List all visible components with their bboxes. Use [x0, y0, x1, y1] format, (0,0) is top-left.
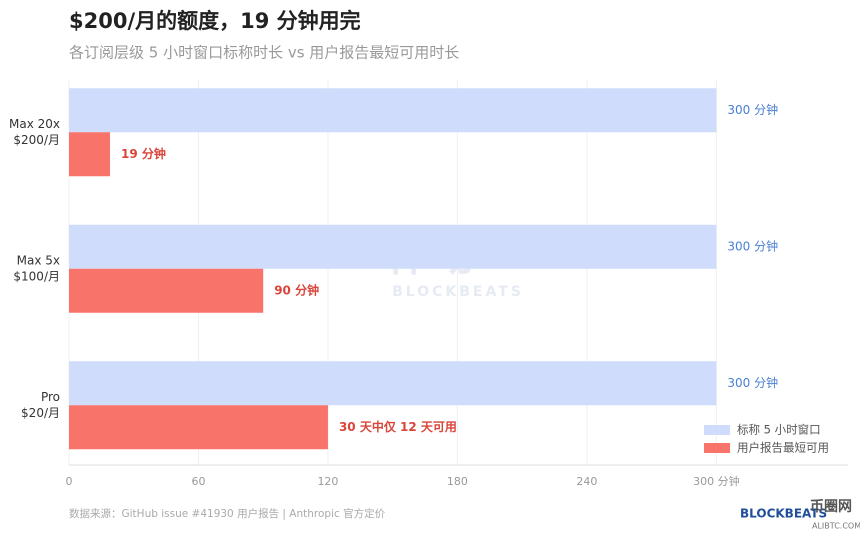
- watermark: BLOCKBEATS: [740, 507, 827, 521]
- legend-swatch: [704, 425, 730, 435]
- watermark: BLOCKBEATS: [392, 284, 524, 300]
- chart-subtitle: 各订阅层级 5 小时窗口标称时长 vs 用户报告最短可用时长: [69, 44, 459, 62]
- y-tick-label: $100/月: [13, 269, 60, 283]
- y-tick-label: $20/月: [21, 406, 60, 420]
- y-tick-label: Max 5x: [17, 253, 60, 267]
- x-tick-label: 180: [447, 475, 468, 488]
- y-tick-label: Max 20x: [9, 117, 60, 131]
- x-tick-label: 300 分钟: [693, 474, 740, 488]
- x-tick-label: 0: [66, 475, 73, 488]
- chart-title: $200/月的额度，19 分钟用完: [69, 9, 361, 33]
- legend-label: 用户报告最短可用: [737, 441, 829, 455]
- value-label: 300 分钟: [727, 375, 778, 390]
- value-label: 300 分钟: [727, 102, 778, 117]
- source-note: 数据来源：GitHub issue #41930 用户报告 | Anthropi…: [69, 507, 386, 520]
- value-label: 19 分钟: [121, 146, 166, 161]
- bar: [69, 224, 717, 269]
- value-label: 90 分钟: [274, 282, 319, 297]
- bar: [69, 361, 717, 406]
- x-tick-label: 120: [317, 475, 338, 488]
- y-tick-label: Pro: [41, 390, 60, 404]
- legend-label: 标称 5 小时窗口: [737, 423, 821, 437]
- y-tick-label: $200/月: [13, 133, 60, 147]
- x-tick-label: 240: [576, 475, 597, 488]
- watermark: ALIBTC.COM: [812, 522, 860, 531]
- x-tick-label: 60: [191, 475, 205, 488]
- annotation: 30 天中仅 12 天可用: [339, 419, 457, 434]
- bar: [69, 132, 110, 177]
- bar: [69, 88, 717, 133]
- value-label: 300 分钟: [727, 238, 778, 253]
- bar: [69, 268, 264, 313]
- legend-swatch: [704, 443, 730, 453]
- bar: [69, 405, 328, 450]
- watermark: 币圈网: [810, 499, 852, 515]
